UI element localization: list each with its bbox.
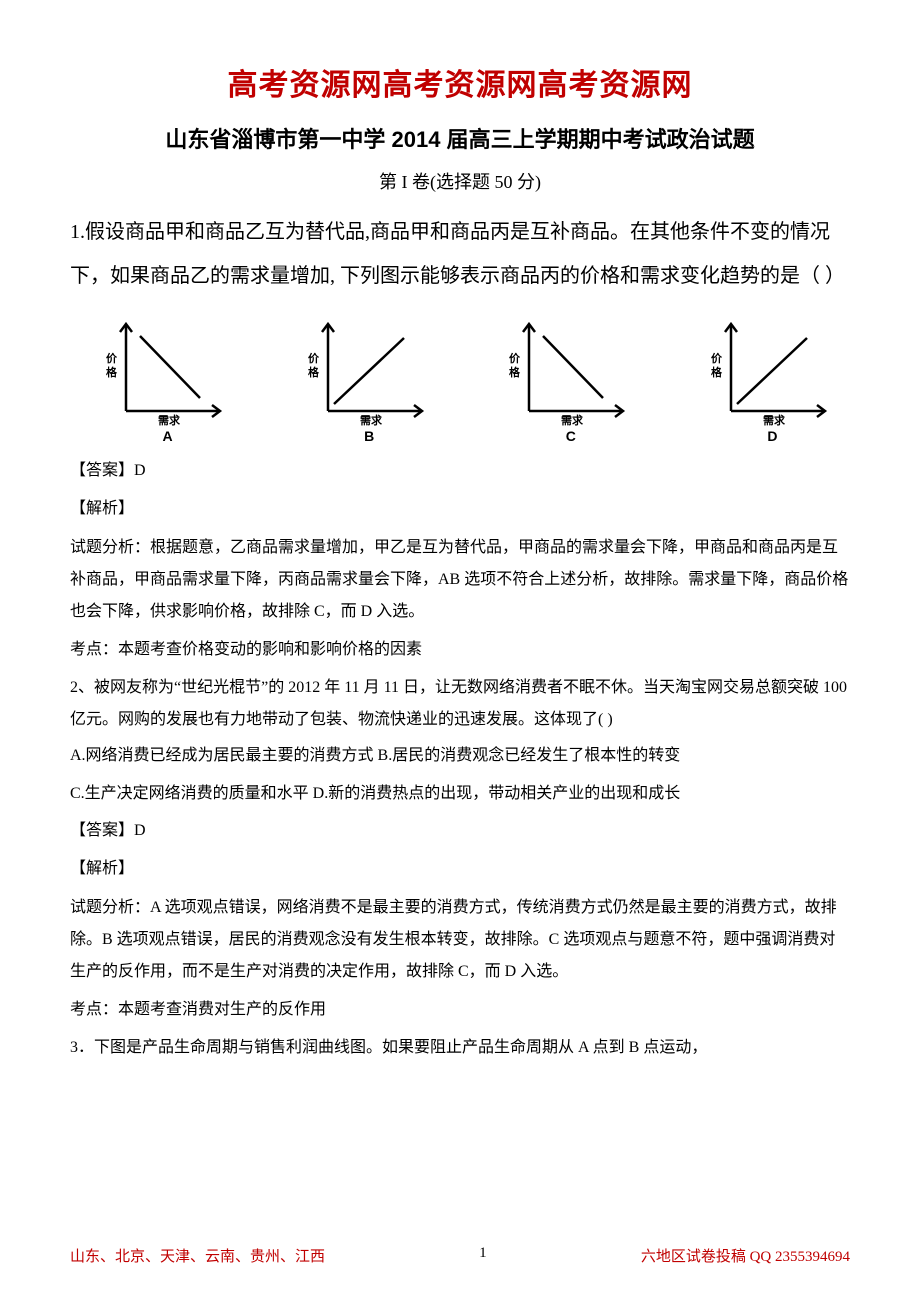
q2-options-line2: C.生产决定网络消费的质量和水平 D.新的消费热点的出现，带动相关产业的出现和成… [70, 778, 850, 810]
q1-answer: 【答案】D [70, 456, 850, 480]
chart-a-xlabel: 需求 [158, 413, 181, 426]
chart-d-label: D [767, 428, 777, 444]
chart-b-ylabel-1: 价 [308, 352, 320, 365]
chart-c-xlabel: 需求 [561, 413, 584, 426]
q1-analysis-label: 【解析】 [70, 494, 850, 518]
q2-stem: 2、被网友称为“世纪光棍节”的 2012 年 11 月 11 日，让无数网络消费… [70, 672, 850, 736]
chart-d-ylabel-1: 价 [711, 352, 723, 365]
chart-b: 价 格 需求 B [302, 316, 437, 444]
exam-title: 山东省淄博市第一中学 2014 届高三上学期期中考试政治试题 [70, 122, 850, 154]
q1-analysis-body: 试题分析：根据题意，乙商品需求量增加，甲乙是互为替代品，甲商品的需求量会下降，甲… [70, 532, 850, 628]
chart-b-svg: 价 格 需求 [302, 316, 437, 426]
q1-stem: 1.假设商品甲和商品乙互为替代品,商品甲和商品丙是互补商品。在其他条件不变的情况… [70, 210, 850, 298]
chart-d: 价 格 需求 D [705, 316, 840, 444]
chart-a-label: A [162, 428, 172, 444]
page-footer: 山东、北京、天津、云南、贵州、江西 1 六地区试卷投稿 QQ 235539469… [70, 1245, 850, 1266]
chart-b-label: B [364, 428, 374, 444]
q2-answer: 【答案】D [70, 816, 850, 840]
chart-a-ylabel-2: 格 [106, 365, 118, 379]
q2-analysis-label: 【解析】 [70, 854, 850, 878]
chart-d-ylabel-2: 格 [711, 365, 723, 379]
q1-charts-row: 价 格 需求 A 价 格 需求 B [100, 316, 840, 444]
chart-a-ylabel-1: 价 [106, 352, 118, 365]
q1-kaodian: 考点：本题考查价格变动的影响和影响价格的因素 [70, 634, 850, 666]
chart-b-xlabel: 需求 [360, 413, 383, 426]
q2-kaodian: 考点：本题考查消费对生产的反作用 [70, 994, 850, 1026]
chart-c-svg: 价 格 需求 [503, 316, 638, 426]
q2-analysis-body: 试题分析：A 选项观点错误，网络消费不是最主要的消费方式，传统消费方式仍然是最主… [70, 892, 850, 988]
chart-a: 价 格 需求 A [100, 316, 235, 444]
chart-c: 价 格 需求 C [503, 316, 638, 444]
section-label: 第 I 卷(选择题 50 分) [70, 168, 850, 194]
footer-page-number: 1 [479, 1245, 487, 1266]
q3-stem: 3．下图是产品生命周期与销售利润曲线图。如果要阻止产品生命周期从 A 点到 B … [70, 1032, 850, 1064]
chart-c-label: C [566, 428, 576, 444]
chart-c-ylabel-1: 价 [509, 352, 521, 365]
footer-right: 六地区试卷投稿 QQ 2355394694 [641, 1245, 850, 1266]
chart-d-xlabel: 需求 [763, 413, 786, 426]
chart-d-svg: 价 格 需求 [705, 316, 840, 426]
site-banner: 高考资源网高考资源网高考资源网 [70, 60, 850, 104]
chart-a-svg: 价 格 需求 [100, 316, 235, 426]
chart-b-ylabel-2: 格 [308, 365, 320, 379]
chart-c-ylabel-2: 格 [509, 365, 521, 379]
footer-left: 山东、北京、天津、云南、贵州、江西 [70, 1245, 325, 1266]
q2-options-line1: A.网络消费已经成为居民最主要的消费方式 B.居民的消费观念已经发生了根本性的转… [70, 740, 850, 772]
